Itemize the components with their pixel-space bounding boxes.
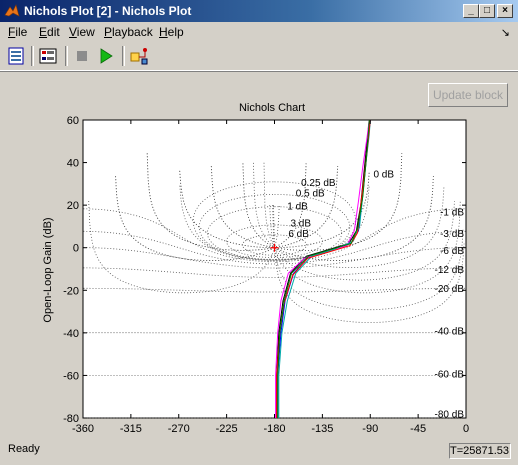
contour-label: 1 dB [287,201,308,212]
m-circle-contour [226,224,323,258]
contour-label: 0.25 dB [301,178,336,189]
m-circle-contour [242,234,307,256]
title-bar: Nichols Plot [2] - Nichols Plot _ □ × [0,0,518,22]
toolbar [0,42,518,71]
contour-label: -20 dB [435,284,465,295]
contour-grid [83,153,466,419]
series-line [275,119,370,418]
y-tick-label: 20 [67,200,79,212]
n-phase-contour [210,153,403,251]
contour-label: 6 dB [288,229,309,240]
y-tick-label: 0 [73,243,79,255]
parameters-icon[interactable] [6,46,26,66]
simulation-time: T=25871.53 [449,443,511,459]
series-line [278,119,371,418]
n-phase-contour [242,163,434,261]
n-phase-contour [115,163,307,261]
x-tick-label: -360 [72,423,94,435]
menu-edit[interactable]: Edit [39,25,60,39]
n-phase-contour [146,153,339,251]
contour-labels: 0.25 dB0.5 dB1 dB 3 dB6 dB 0 dB -1 dB -3 dB -… [287,169,464,420]
m-circle-contour [83,287,466,293]
x-tick-label: -45 [410,423,426,435]
signal-selector-icon[interactable] [38,46,58,66]
window-title: Nichols Plot [2] - Nichols Plot [24,4,192,18]
critical-point-marker [270,243,279,252]
chart-title: Nichols Chart [239,102,305,114]
m-circle-contour [83,208,466,262]
status-text: Ready [8,443,40,455]
contour-label: 3 dB [290,218,311,229]
series-line [276,119,371,418]
series-line [277,119,370,418]
y-tick-label: -40 [63,328,79,340]
y-tick-label: -80 [63,413,79,425]
y-tick-label: 40 [67,158,79,170]
x-tick-label: -135 [311,423,333,435]
n-phase-contour [146,153,339,251]
play-icon[interactable] [96,46,116,66]
menu-file[interactable]: File [8,25,28,39]
menu-bar: File Edit View Playback Help ↘ [0,22,518,42]
y-tick-label: -20 [63,285,79,297]
n-phase-contour [179,170,370,249]
contour-label: -12 dB [435,265,465,276]
n-phase-contour [253,162,445,269]
y-tick-label: -60 [63,370,79,382]
menu-help[interactable]: Help [159,25,184,39]
contour-label: -6 dB [440,246,464,257]
x-tick-label: -90 [362,423,378,435]
x-tick-label: -270 [168,423,190,435]
m-circle-contour [83,267,466,278]
axis-ticks: -360 -315 -270 -225 -180 -135 -90 -45 0 60 40 20 0 -2… [63,115,469,435]
toolbar-separator [122,46,125,66]
m-circle-contour [198,194,351,261]
n-phase-contour [88,200,280,294]
highlight-block-icon[interactable] [129,46,149,66]
contour-label: -3 dB [440,229,464,240]
m-circle-contour-0db [179,185,370,261]
chart-y-axis-label: Open-Loop Gain (dB) [42,217,54,322]
toolbar-separator [31,46,34,66]
contour-label: 0.5 dB [296,189,325,200]
x-tick-label: -225 [216,423,238,435]
x-tick-label: -315 [120,423,142,435]
series-line [276,119,370,418]
m-circle-contour [83,247,466,269]
toolbar-separator [65,46,68,66]
n-phase-contour [115,163,307,261]
m-circle-contour [192,181,357,261]
n-phase-contour [273,205,465,323]
matlab-logo-icon [4,4,20,17]
m-circle-contour [83,230,466,265]
contour-label: -1 dB [440,208,464,219]
update-block-button[interactable]: Update block [428,83,508,107]
contour-label-0db: 0 dB [373,169,394,180]
n-phase-contour [272,205,464,311]
n-phase-contour [179,170,370,249]
contour-label: -40 dB [435,327,465,338]
close-button[interactable]: × [497,4,513,18]
x-tick-label: 0 [463,423,469,435]
series-group [270,119,371,418]
x-tick-label: -180 [263,423,285,435]
minimize-button[interactable]: _ [463,4,479,18]
menu-view[interactable]: View [69,25,95,39]
series-line [277,119,371,418]
contour-label: -60 dB [435,369,465,380]
maximize-button[interactable]: □ [479,4,495,18]
m-circle-contour [207,206,342,260]
menu-playback[interactable]: Playback [104,25,153,39]
n-phase-contour [269,200,461,294]
n-phase-contour [263,162,455,281]
n-phase-contour [242,163,434,261]
stop-icon[interactable] [72,46,92,66]
contour-label: -80 dB [435,410,465,421]
y-tick-label: 60 [67,115,79,127]
n-phase-contour [210,153,403,251]
plot-area [82,119,467,419]
dock-icon[interactable]: ↘ [500,27,510,39]
